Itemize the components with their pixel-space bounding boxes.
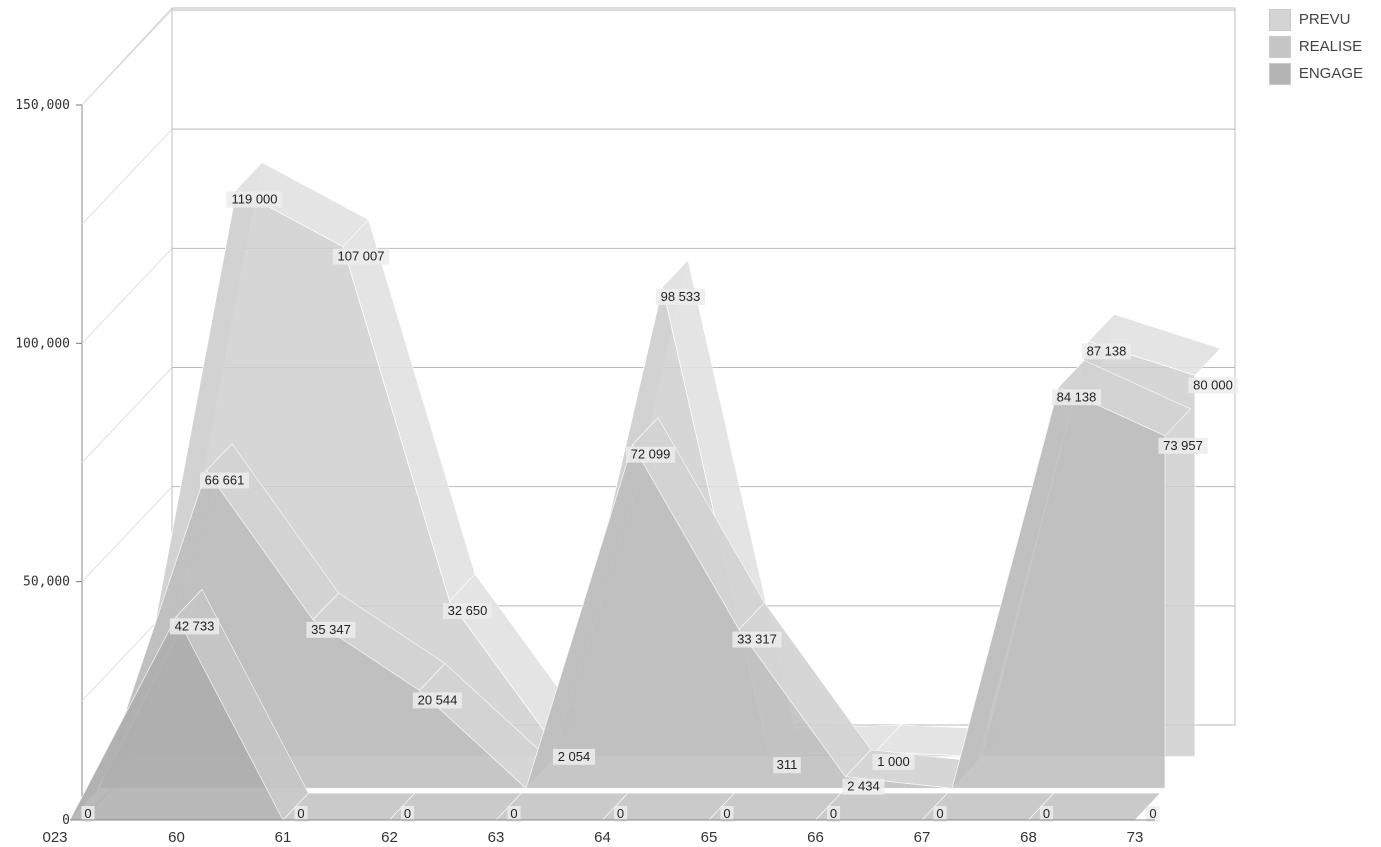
data-label: 32 650 bbox=[448, 603, 488, 618]
data-label-bg bbox=[1051, 389, 1102, 406]
data-label: 84 138 bbox=[1057, 389, 1097, 404]
data-label: 87 138 bbox=[1087, 343, 1127, 358]
data-label-bg bbox=[872, 753, 915, 770]
data-label-bg bbox=[507, 806, 521, 822]
data-label: 0 bbox=[936, 806, 943, 821]
data-label: 42 733 bbox=[175, 618, 215, 633]
data-label: 1 000 bbox=[877, 754, 910, 769]
data-label-bg bbox=[613, 806, 628, 822]
series-area-realise bbox=[99, 386, 1166, 790]
data-label: 98 533 bbox=[661, 289, 701, 304]
y-tick-label: 50,000 bbox=[23, 575, 70, 590]
data-label: 0 bbox=[617, 806, 624, 821]
series-layer bbox=[69, 161, 1222, 821]
legend-swatch bbox=[1268, 8, 1291, 31]
data-label-bg bbox=[773, 757, 801, 774]
data-label: 0 bbox=[510, 806, 517, 821]
data-label-bg bbox=[400, 806, 415, 822]
data-label-bg bbox=[169, 618, 220, 635]
data-label-bg bbox=[1146, 806, 1160, 822]
data-label-bg bbox=[294, 806, 308, 822]
legend-swatch bbox=[1268, 35, 1291, 58]
legend-label: PREVU bbox=[1298, 11, 1351, 28]
data-label-bg bbox=[1081, 343, 1132, 360]
x-tick-label: 66 bbox=[807, 829, 824, 846]
legend-item: REALISE bbox=[1268, 33, 1363, 60]
gridline-wall bbox=[81, 486, 173, 583]
data-label: 0 bbox=[1149, 806, 1156, 821]
data-label-bg bbox=[332, 248, 390, 265]
chart-legend: PREVU REALISE ENGAGE bbox=[1268, 6, 1363, 87]
gridline-wall bbox=[81, 128, 173, 225]
y-tick-label: 0 bbox=[62, 813, 70, 828]
gridline-wall bbox=[81, 9, 173, 106]
x-tick-label: 67 bbox=[914, 829, 931, 846]
gridline-wall bbox=[81, 247, 173, 344]
legend-item: PREVU bbox=[1268, 6, 1363, 33]
legend-item: ENGAGE bbox=[1268, 60, 1363, 87]
data-label-bg bbox=[1158, 437, 1208, 454]
data-label-bg bbox=[732, 631, 782, 648]
data-label: 20 544 bbox=[418, 692, 458, 707]
data-label-bg bbox=[226, 191, 283, 208]
data-label: 311 bbox=[777, 757, 798, 772]
data-label-bg bbox=[553, 748, 595, 765]
data-label: 35 347 bbox=[311, 622, 351, 637]
data-label: 73 957 bbox=[1163, 438, 1203, 453]
data-label-bg bbox=[306, 621, 356, 638]
data-label: 72 099 bbox=[631, 447, 671, 462]
data-label-bg bbox=[842, 778, 885, 795]
data-label-bg bbox=[933, 806, 947, 822]
data-label: 0 bbox=[830, 806, 837, 821]
x-tick-label: 73 bbox=[1127, 829, 1144, 846]
data-label-bg bbox=[625, 446, 676, 463]
data-label: 107 007 bbox=[338, 249, 385, 264]
data-label-bg bbox=[826, 806, 841, 822]
data-label: 66 661 bbox=[205, 473, 245, 488]
data-label: 2 434 bbox=[847, 779, 880, 794]
data-label-bg bbox=[442, 603, 493, 620]
data-label-bg bbox=[655, 288, 706, 305]
data-label: 2 054 bbox=[558, 749, 591, 764]
data-label: 0 bbox=[297, 806, 304, 821]
x-tick-label: 62 bbox=[381, 829, 398, 846]
data-label: 0 bbox=[84, 806, 91, 821]
data-label-bg bbox=[81, 806, 95, 822]
legend-swatch bbox=[1268, 62, 1291, 85]
x-tick-label: 60 bbox=[168, 829, 185, 846]
y-tick-label: 150,000 bbox=[15, 98, 70, 113]
x-tick-label: 68 bbox=[1020, 829, 1037, 846]
data-label: 80 000 bbox=[1193, 377, 1233, 392]
x-tick-label: 023 bbox=[42, 829, 67, 846]
axis-layer: 0 50,000 100,000 150,000 023 60 61 62 63 64 65 66 67… bbox=[15, 98, 1155, 846]
data-label-bg bbox=[199, 472, 250, 489]
data-label-bg bbox=[1188, 377, 1238, 394]
data-label: 0 bbox=[404, 806, 411, 821]
gridline-wall bbox=[81, 367, 173, 463]
data-label-bg bbox=[1039, 806, 1054, 822]
data-label-bg bbox=[720, 806, 734, 822]
legend-label: ENGAGE bbox=[1298, 65, 1363, 82]
x-tick-label: 64 bbox=[594, 829, 611, 846]
data-label: 0 bbox=[1043, 806, 1050, 821]
x-tick-label: 61 bbox=[275, 829, 292, 846]
data-label: 0 bbox=[723, 806, 730, 821]
legend-label: REALISE bbox=[1298, 38, 1363, 55]
data-label: 33 317 bbox=[737, 632, 777, 647]
data-label-bg bbox=[412, 692, 463, 709]
x-tick-label: 63 bbox=[488, 829, 505, 846]
data-label: 119 000 bbox=[231, 191, 277, 206]
label-layer: 119 000 107 007 32 650 2 054 98 533 311 1 000 8… bbox=[81, 191, 1238, 822]
x-tick-label: 65 bbox=[701, 829, 718, 846]
y-tick-label: 100,000 bbox=[15, 336, 70, 351]
